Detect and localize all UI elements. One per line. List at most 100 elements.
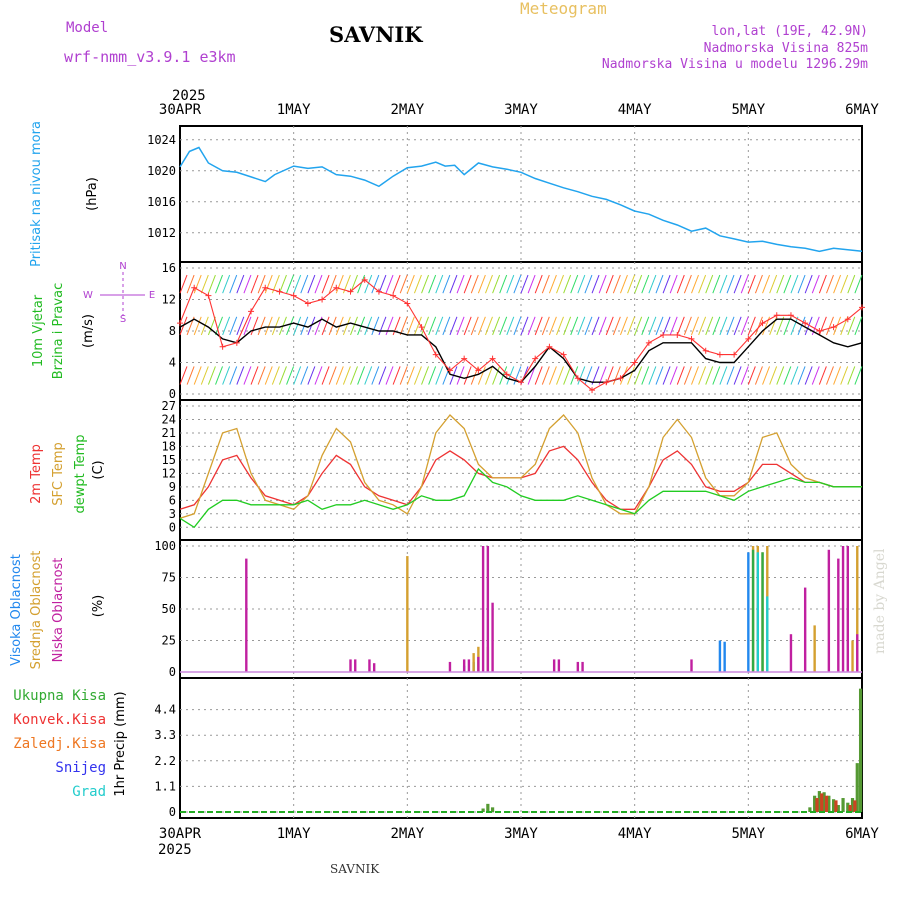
wind-gust-marker bbox=[702, 347, 709, 354]
wind-barb bbox=[378, 274, 387, 294]
wind-barb bbox=[328, 366, 337, 385]
wind-barb bbox=[726, 316, 735, 336]
wind-barb bbox=[818, 274, 827, 294]
wind-gust-marker bbox=[518, 379, 524, 386]
wind-gust-marker bbox=[532, 355, 539, 362]
pressure-unit: (hPa) bbox=[85, 177, 100, 211]
wind-barb bbox=[470, 274, 479, 294]
cloud-bar-niska bbox=[789, 634, 793, 672]
tick-label-temperature: 0 bbox=[169, 520, 176, 534]
precip-bar bbox=[853, 800, 857, 812]
tick-label-wind: 16 bbox=[162, 261, 176, 275]
model-elevation-label: Nadmorska Visina u modelu 1296.29m bbox=[601, 57, 868, 72]
wind-barb bbox=[286, 316, 295, 336]
wind-barb bbox=[257, 366, 266, 385]
wind-barb bbox=[421, 366, 430, 385]
cloud-bar-niska bbox=[448, 661, 452, 672]
precip-bar bbox=[827, 795, 831, 812]
wind-barb bbox=[385, 274, 394, 294]
wind-barb bbox=[392, 274, 401, 294]
wind-barb bbox=[769, 366, 778, 385]
wind-barb bbox=[833, 316, 842, 336]
wind-barb bbox=[740, 366, 749, 385]
wind-barb bbox=[357, 366, 366, 385]
wind-barb bbox=[541, 316, 550, 336]
model-name: wrf-nmm_v3.9.1 e3km bbox=[64, 48, 236, 66]
wind-gust-marker bbox=[404, 300, 411, 307]
tick-label-cloud: 0 bbox=[169, 665, 176, 679]
wind-barb bbox=[328, 274, 337, 294]
wind-barb bbox=[257, 316, 266, 336]
wind-barb bbox=[740, 316, 749, 336]
wind-barb bbox=[683, 366, 692, 385]
wind-barb bbox=[847, 274, 856, 294]
cloud-bar-niska bbox=[576, 661, 580, 672]
time-label-top: 1MAY bbox=[277, 102, 311, 118]
tick-label-temperature: 24 bbox=[162, 412, 176, 426]
wind-barb bbox=[570, 366, 579, 385]
wind-barb bbox=[456, 366, 465, 385]
wind-barb bbox=[449, 274, 458, 294]
wind-gust-marker bbox=[233, 339, 240, 346]
product-title: Meteogram bbox=[520, 0, 607, 18]
cloud-bar-visoka bbox=[747, 552, 750, 672]
wind-barb bbox=[605, 274, 614, 294]
pressure-line bbox=[179, 146, 863, 253]
cloud-bar-niska bbox=[581, 661, 584, 672]
wind-barb bbox=[648, 366, 657, 385]
wind-barb bbox=[648, 316, 657, 336]
wind-barb bbox=[421, 274, 430, 294]
precip-bar bbox=[831, 799, 836, 812]
wind-barb bbox=[790, 274, 799, 294]
wind-barb bbox=[264, 316, 273, 336]
wind-barb bbox=[293, 366, 302, 385]
wind-barb bbox=[563, 274, 572, 294]
model-label: Model bbox=[66, 20, 109, 36]
wind-barb bbox=[207, 316, 216, 336]
tick-label-wind: 12 bbox=[162, 293, 176, 307]
pressure-ylabel: Pritisak na nivou mora bbox=[29, 121, 44, 267]
wind-barb bbox=[413, 274, 422, 294]
wind-barb bbox=[406, 366, 415, 385]
tick-label-temperature: 21 bbox=[162, 426, 176, 440]
cloud-bar-niska bbox=[690, 659, 693, 672]
precip-bar bbox=[808, 807, 812, 812]
wind-barb bbox=[243, 316, 252, 336]
precip-bar bbox=[813, 795, 817, 812]
wind-barb bbox=[669, 274, 678, 294]
wind-barb bbox=[698, 316, 707, 336]
wind-gust-marker bbox=[688, 335, 695, 342]
wind-barb bbox=[655, 274, 664, 294]
compass-s: S bbox=[120, 314, 126, 325]
wind-barb bbox=[506, 366, 515, 385]
wind-barb bbox=[797, 316, 806, 336]
wind-barb bbox=[179, 366, 188, 385]
wind-barb bbox=[321, 366, 330, 385]
wind-barb bbox=[513, 316, 522, 336]
wind-gust-marker bbox=[432, 351, 439, 358]
wind-barb bbox=[207, 274, 216, 294]
wind-barb bbox=[278, 366, 287, 385]
tick-label-precip: 0 bbox=[169, 805, 176, 819]
wind-barb bbox=[826, 366, 834, 385]
wind-barb bbox=[435, 366, 444, 385]
precip-bar bbox=[820, 793, 824, 812]
panel-frame-precip bbox=[179, 677, 863, 819]
tick-label-temperature: 9 bbox=[169, 480, 176, 494]
temp-unit: (C) bbox=[91, 460, 106, 479]
time-label-top: 3MAY bbox=[504, 102, 538, 118]
wind-gust-marker bbox=[830, 324, 837, 331]
wind-gust-marker bbox=[773, 312, 780, 319]
wind-barb bbox=[804, 274, 813, 294]
wind-barb bbox=[477, 274, 486, 294]
wind-barb bbox=[371, 316, 380, 336]
wind-barb bbox=[548, 316, 557, 336]
cloud-bar-niska bbox=[827, 549, 831, 672]
cloud-bar-green bbox=[761, 552, 764, 672]
wind-barb bbox=[754, 366, 763, 385]
wind-gust-marker bbox=[319, 296, 326, 303]
wind-barb bbox=[335, 366, 344, 385]
wind-barb bbox=[335, 274, 344, 294]
wind-barb bbox=[676, 274, 685, 294]
